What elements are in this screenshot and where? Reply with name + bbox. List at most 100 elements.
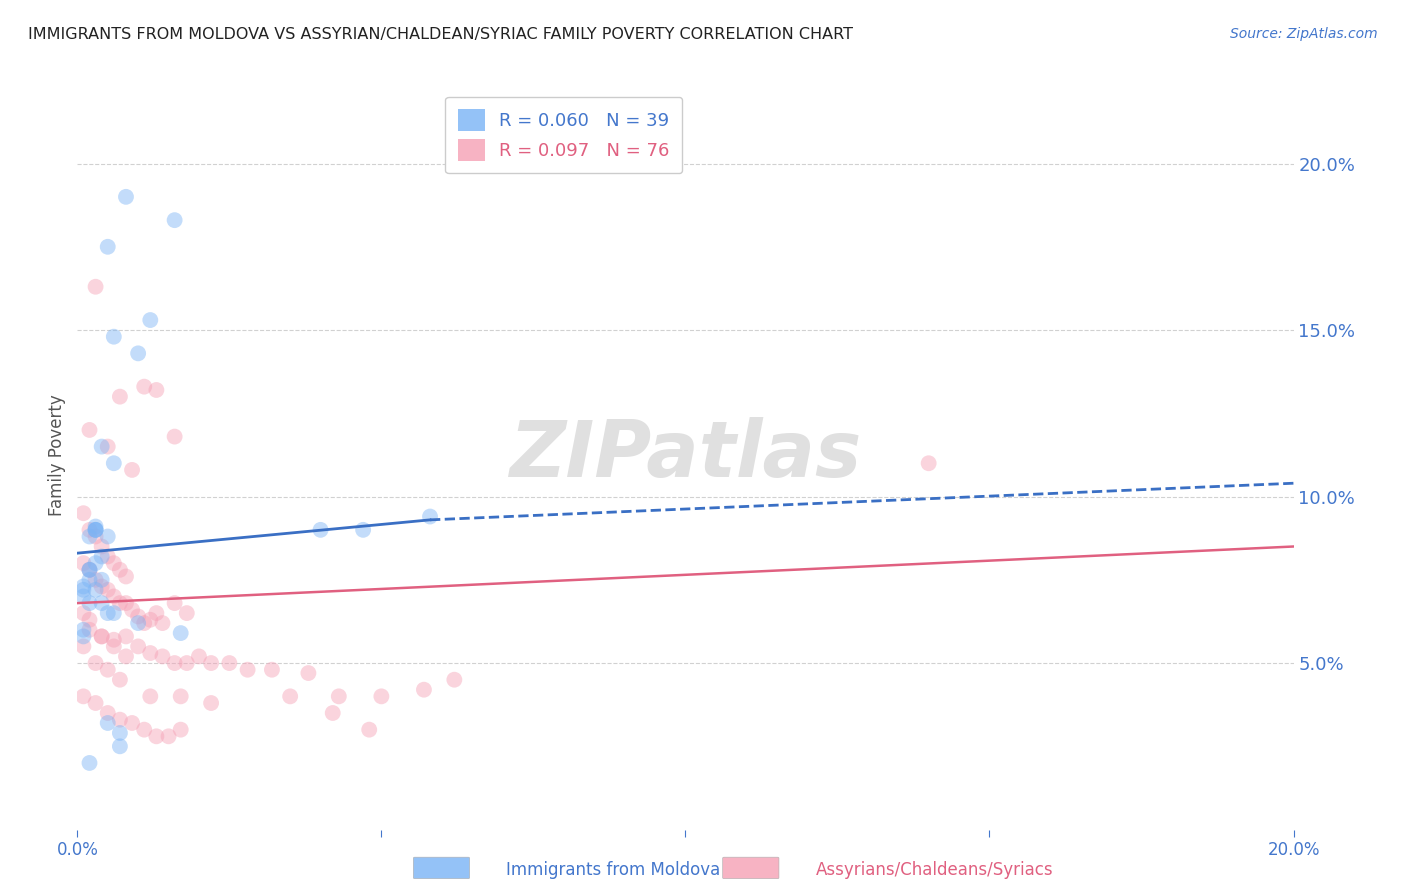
- Text: ZIPatlas: ZIPatlas: [509, 417, 862, 493]
- Point: [127, 609, 149, 624]
- Point: [145, 606, 167, 620]
- Point: [188, 649, 211, 664]
- Point: [139, 646, 162, 660]
- Point: [97, 529, 120, 543]
- Point: [176, 606, 198, 620]
- Point: [79, 613, 101, 627]
- Point: [170, 690, 193, 704]
- Point: [90, 540, 112, 554]
- Point: [370, 690, 392, 704]
- Point: [103, 456, 125, 470]
- Point: [139, 613, 162, 627]
- Point: [127, 640, 149, 654]
- Point: [79, 423, 101, 437]
- Point: [79, 573, 101, 587]
- Point: [103, 632, 125, 647]
- Point: [115, 569, 138, 583]
- Point: [152, 649, 174, 664]
- Point: [170, 723, 193, 737]
- Point: [84, 556, 107, 570]
- Point: [84, 582, 107, 597]
- Point: [278, 690, 301, 704]
- Point: [97, 549, 120, 564]
- Point: [72, 590, 94, 604]
- Point: [72, 556, 94, 570]
- Point: [108, 390, 131, 404]
- Point: [322, 706, 344, 720]
- Point: [90, 629, 112, 643]
- Point: [176, 656, 198, 670]
- Point: [139, 313, 162, 327]
- Point: [359, 723, 381, 737]
- Point: [121, 716, 143, 731]
- Point: [72, 640, 94, 654]
- Point: [97, 606, 120, 620]
- Point: [90, 579, 112, 593]
- Point: [103, 606, 125, 620]
- Point: [103, 556, 125, 570]
- Point: [170, 626, 193, 640]
- Point: [163, 656, 186, 670]
- Point: [84, 523, 107, 537]
- Point: [115, 190, 138, 204]
- Point: [115, 649, 138, 664]
- Point: [328, 690, 350, 704]
- Point: [352, 523, 374, 537]
- Point: [97, 240, 120, 254]
- Point: [79, 563, 101, 577]
- Point: [90, 549, 112, 564]
- Point: [97, 440, 120, 454]
- Point: [236, 663, 259, 677]
- Point: [90, 573, 112, 587]
- Point: [79, 523, 101, 537]
- Point: [103, 590, 125, 604]
- Point: [152, 616, 174, 631]
- Point: [134, 723, 156, 737]
- Point: [103, 640, 125, 654]
- Point: [84, 523, 107, 537]
- Point: [260, 663, 283, 677]
- Point: [419, 509, 441, 524]
- Point: [97, 716, 120, 731]
- Point: [108, 739, 131, 754]
- Point: [163, 596, 186, 610]
- Point: [79, 756, 101, 770]
- Point: [79, 563, 101, 577]
- Text: Source: ZipAtlas.com: Source: ZipAtlas.com: [1230, 27, 1378, 41]
- Point: [443, 673, 465, 687]
- Point: [97, 663, 120, 677]
- Y-axis label: Family Poverty: Family Poverty: [48, 394, 66, 516]
- Point: [297, 666, 319, 681]
- Point: [157, 729, 180, 743]
- Point: [84, 573, 107, 587]
- Point: [200, 656, 222, 670]
- Point: [134, 616, 156, 631]
- Point: [127, 346, 149, 360]
- Point: [134, 379, 156, 393]
- Text: Immigrants from Moldova: Immigrants from Moldova: [506, 861, 720, 879]
- Point: [72, 579, 94, 593]
- Point: [121, 463, 143, 477]
- Point: [90, 596, 112, 610]
- Point: [97, 582, 120, 597]
- Point: [84, 656, 107, 670]
- Point: [72, 582, 94, 597]
- Point: [79, 596, 101, 610]
- Point: [72, 606, 94, 620]
- Text: IMMIGRANTS FROM MOLDOVA VS ASSYRIAN/CHALDEAN/SYRIAC FAMILY POVERTY CORRELATION C: IMMIGRANTS FROM MOLDOVA VS ASSYRIAN/CHAL…: [28, 27, 853, 42]
- Point: [108, 563, 131, 577]
- Point: [309, 523, 332, 537]
- Point: [90, 440, 112, 454]
- Point: [127, 616, 149, 631]
- Point: [163, 429, 186, 443]
- Point: [139, 690, 162, 704]
- Point: [72, 629, 94, 643]
- Point: [84, 519, 107, 533]
- Point: [918, 456, 941, 470]
- Point: [72, 690, 94, 704]
- Point: [413, 682, 436, 697]
- Point: [108, 673, 131, 687]
- Point: [145, 729, 167, 743]
- Point: [97, 706, 120, 720]
- Point: [115, 629, 138, 643]
